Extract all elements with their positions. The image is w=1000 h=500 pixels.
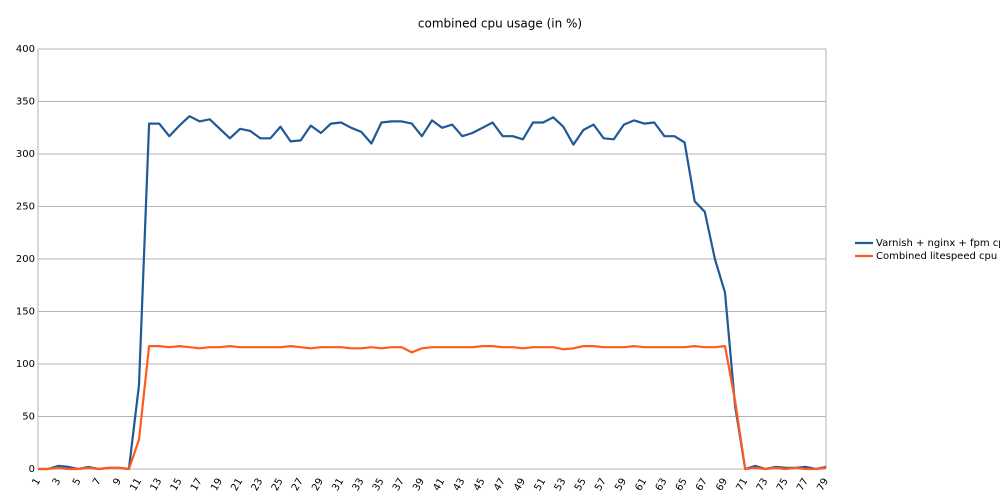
x-tick-label: 27 (290, 477, 306, 494)
x-tick-label: 33 (351, 477, 367, 494)
x-tick-label: 39 (411, 477, 427, 494)
x-tick-label: 11 (128, 477, 144, 494)
x-tick-label: 45 (472, 477, 488, 494)
x-tick-label: 7 (91, 477, 104, 488)
x-tick-label: 17 (189, 477, 205, 494)
x-tick-label: 13 (149, 477, 165, 494)
y-tick-label: 0 (29, 464, 35, 475)
x-tick-label: 19 (209, 477, 225, 494)
x-tick-label: 53 (553, 477, 569, 494)
x-tick-label: 31 (330, 477, 346, 494)
y-tick-label: 150 (16, 307, 35, 318)
x-tick-label: 77 (795, 477, 811, 494)
x-tick-label: 69 (714, 477, 730, 494)
x-tick-label: 49 (512, 477, 528, 494)
x-tick-label: 37 (391, 477, 407, 494)
x-tick-label: 51 (532, 477, 548, 494)
y-tick-label: 100 (16, 359, 35, 370)
x-tick-label: 35 (371, 477, 387, 494)
x-tick-label: 71 (734, 477, 750, 494)
series-line (38, 345, 827, 471)
x-tick-label: 15 (169, 477, 185, 494)
x-tick-label: 5 (71, 477, 84, 488)
x-tick-label: 29 (310, 477, 326, 494)
x-tick-label: 73 (755, 477, 771, 494)
chart-title: combined cpu usage (in %) (418, 17, 582, 31)
x-tick-label: 55 (573, 477, 589, 494)
x-tick-label: 25 (270, 477, 286, 494)
x-tick-label: 21 (229, 477, 245, 494)
x-tick-label: 79 (815, 477, 831, 494)
y-tick-label: 200 (16, 254, 35, 265)
y-tick-label: 250 (16, 202, 35, 213)
legend-label: Varnish + nginx + fpm cpu (876, 238, 1000, 249)
x-tick-label: 43 (452, 477, 468, 494)
y-tick-label: 350 (16, 97, 35, 108)
series-line (38, 115, 827, 471)
x-tick-label: 57 (593, 477, 609, 494)
legend-label: Combined litespeed cpu (876, 251, 997, 262)
x-tick-label: 41 (431, 477, 447, 494)
y-tick-label: 400 (16, 44, 35, 55)
x-tick-label: 47 (492, 477, 508, 494)
x-tick-label: 75 (775, 477, 791, 494)
x-tick-label: 23 (250, 477, 266, 494)
x-tick-label: 61 (633, 477, 649, 494)
y-tick-label: 300 (16, 149, 35, 160)
x-tick-label: 63 (654, 477, 670, 494)
x-tick-label: 9 (111, 477, 124, 488)
x-tick-label: 65 (674, 477, 690, 494)
x-tick-label: 67 (694, 477, 710, 494)
x-tick-label: 59 (613, 477, 629, 494)
x-tick-label: 3 (51, 477, 64, 488)
x-tick-label: 1 (30, 477, 43, 488)
y-tick-label: 50 (22, 412, 35, 423)
